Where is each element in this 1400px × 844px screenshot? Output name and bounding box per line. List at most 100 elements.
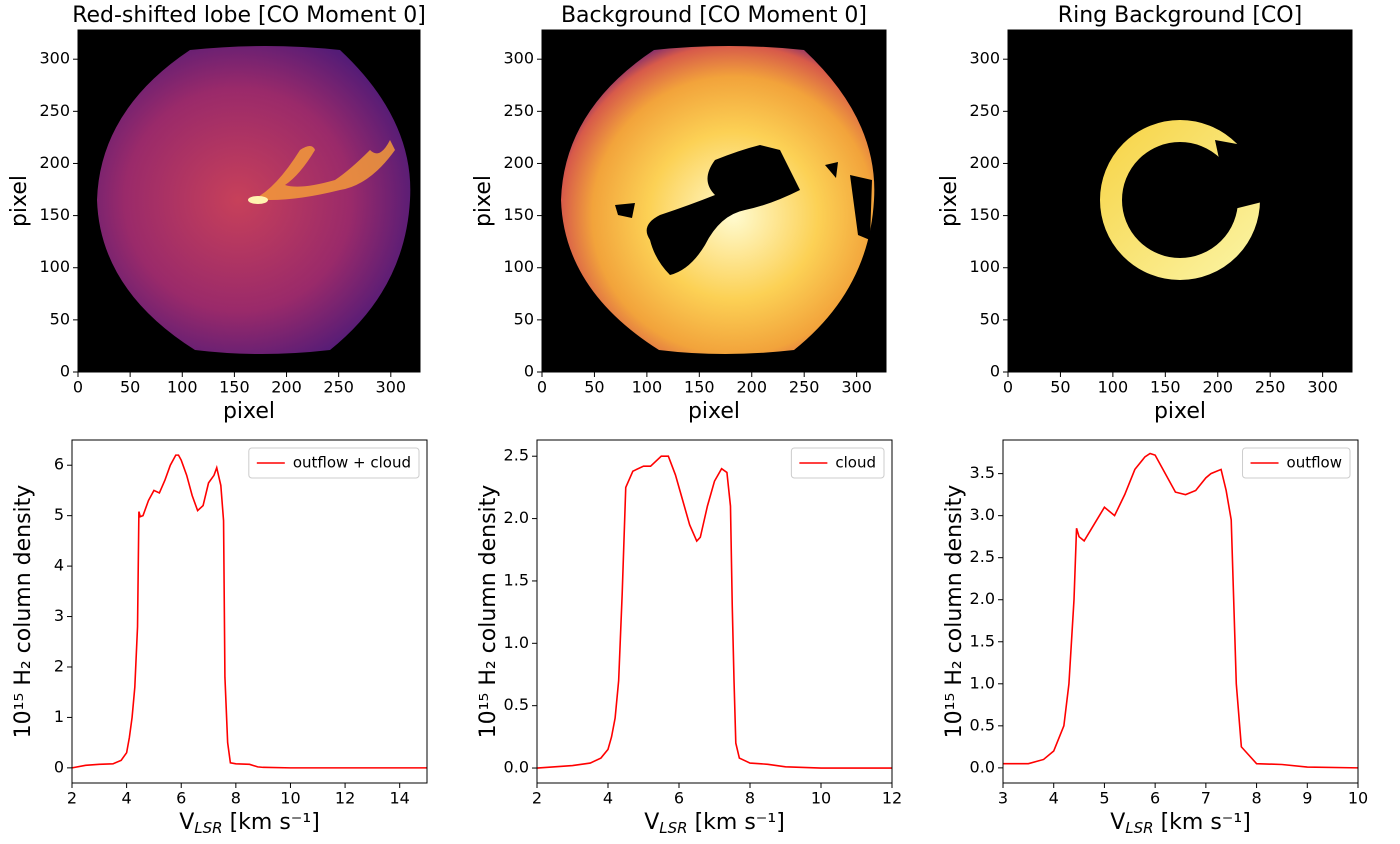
axes-frame (77, 29, 421, 373)
y-axis-label: 10¹⁵ H₂ column density (11, 485, 36, 739)
y-tick-label: 0 (54, 757, 64, 776)
y-tick-label: 4 (54, 556, 64, 575)
x-axis-label: VLSR [km s⁻¹] (644, 810, 785, 837)
x-axis-label-main: V (644, 810, 659, 835)
y-tick-label: 300 (969, 49, 1000, 68)
x-tick-label: 100 (167, 378, 198, 397)
x-tick-label: 100 (632, 378, 663, 397)
legend-box (1242, 447, 1351, 479)
x-tick-label: 250 (789, 378, 820, 397)
data-line (536, 455, 892, 769)
axes-frame (536, 439, 893, 784)
x-tick-label: 8 (1251, 789, 1261, 808)
y-tick-label: 300 (39, 49, 70, 68)
y-tick-label: 3.0 (970, 505, 995, 524)
x-tick-label: 300 (1307, 378, 1338, 397)
y-tick-label: 0.0 (504, 758, 529, 777)
y-tick-label: 0 (524, 362, 534, 381)
x-tick-label: 6 (176, 789, 186, 808)
y-tick-label: 0.5 (970, 715, 995, 734)
x-tick-label: 50 (584, 378, 604, 397)
x-tick-label: 10 (1348, 789, 1368, 808)
data-line (71, 454, 427, 769)
y-tick-label: 2.5 (504, 446, 529, 465)
y-tick-label: 50 (514, 309, 534, 328)
x-tick-label: 150 (1150, 378, 1181, 397)
x-tick-label: 12 (882, 789, 902, 808)
y-tick-label: 1.5 (970, 631, 995, 650)
y-axis-label: 10¹⁵ H₂ column density (476, 485, 501, 739)
y-tick-label: 2.0 (504, 508, 529, 527)
y-tick-label: 50 (980, 309, 1000, 328)
legend-label: outflow (1287, 454, 1342, 472)
y-tick-label: 3.5 (970, 463, 995, 482)
y-tick-label: 100 (503, 257, 534, 276)
x-tick-label: 7 (1201, 789, 1211, 808)
x-tick-label: 12 (335, 789, 355, 808)
y-tick-label: 150 (39, 205, 70, 224)
x-tick-label: 50 (120, 378, 140, 397)
legend: cloud (790, 447, 885, 479)
y-tick-label: 1.0 (504, 633, 529, 652)
y-tick-label: 2.0 (970, 589, 995, 608)
y-tick-label: 0 (60, 362, 70, 381)
x-tick-label: 4 (122, 789, 132, 808)
y-tick-label: 2.5 (970, 547, 995, 566)
x-axis-label-rest: [km s⁻¹] (688, 810, 785, 835)
y-tick-label: 6 (54, 455, 64, 474)
y-tick-label: 0 (990, 362, 1000, 381)
y-tick-label: 2 (54, 656, 64, 675)
x-tick-label: 8 (745, 789, 755, 808)
x-axis-label-main: V (1110, 810, 1125, 835)
x-tick-label: 200 (271, 378, 302, 397)
x-tick-label: 4 (603, 789, 613, 808)
x-axis-label-main: V (179, 810, 194, 835)
x-tick-label: 150 (684, 378, 715, 397)
y-tick-label: 150 (969, 205, 1000, 224)
x-tick-label: 100 (1098, 378, 1129, 397)
chart-title: Ring Background [CO] (1058, 3, 1302, 28)
y-tick-label: 200 (503, 153, 534, 172)
x-tick-label: 3 (998, 789, 1008, 808)
x-tick-label: 10 (811, 789, 831, 808)
x-axis-label: pixel (1154, 399, 1206, 424)
legend-label: outflow + cloud (293, 454, 411, 472)
legend: outflow + cloud (248, 447, 420, 479)
axes-frame (541, 29, 887, 373)
axes-frame (1007, 29, 1353, 373)
x-tick-label: 200 (1202, 378, 1233, 397)
y-tick-label: 5 (54, 505, 64, 524)
y-tick-label: 0.0 (970, 757, 995, 776)
legend-box (248, 447, 420, 479)
x-tick-label: 9 (1302, 789, 1312, 808)
x-tick-label: 150 (219, 378, 250, 397)
chart-title: Red-shifted lobe [CO Moment 0] (72, 3, 426, 28)
y-tick-label: 100 (969, 257, 1000, 276)
y-axis-label: 10¹⁵ H₂ column density (942, 485, 967, 739)
x-tick-label: 200 (736, 378, 767, 397)
y-tick-label: 200 (39, 153, 70, 172)
y-axis-label: pixel (7, 175, 32, 227)
y-tick-label: 50 (50, 309, 70, 328)
x-tick-label: 300 (376, 378, 407, 397)
axes-frame (1002, 439, 1359, 784)
x-axis-label-rest: [km s⁻¹] (223, 810, 320, 835)
x-axis-label: pixel (223, 399, 275, 424)
y-axis-label: pixel (471, 175, 496, 227)
x-tick-label: 10 (280, 789, 300, 808)
x-tick-label: 250 (1255, 378, 1286, 397)
x-tick-label: 2 (67, 789, 77, 808)
y-tick-label: 250 (503, 101, 534, 120)
x-axis-label-sub: LSR (1125, 819, 1153, 837)
y-tick-label: 150 (503, 205, 534, 224)
x-tick-label: 4 (1049, 789, 1059, 808)
y-tick-label: 3 (54, 606, 64, 625)
y-tick-label: 0.5 (504, 695, 529, 714)
legend-box (790, 447, 885, 479)
x-axis-label: pixel (688, 399, 740, 424)
data-line (1003, 452, 1359, 769)
x-axis-label-sub: LSR (659, 819, 687, 837)
y-tick-label: 250 (969, 101, 1000, 120)
x-axis-label-sub: LSR (194, 819, 222, 837)
